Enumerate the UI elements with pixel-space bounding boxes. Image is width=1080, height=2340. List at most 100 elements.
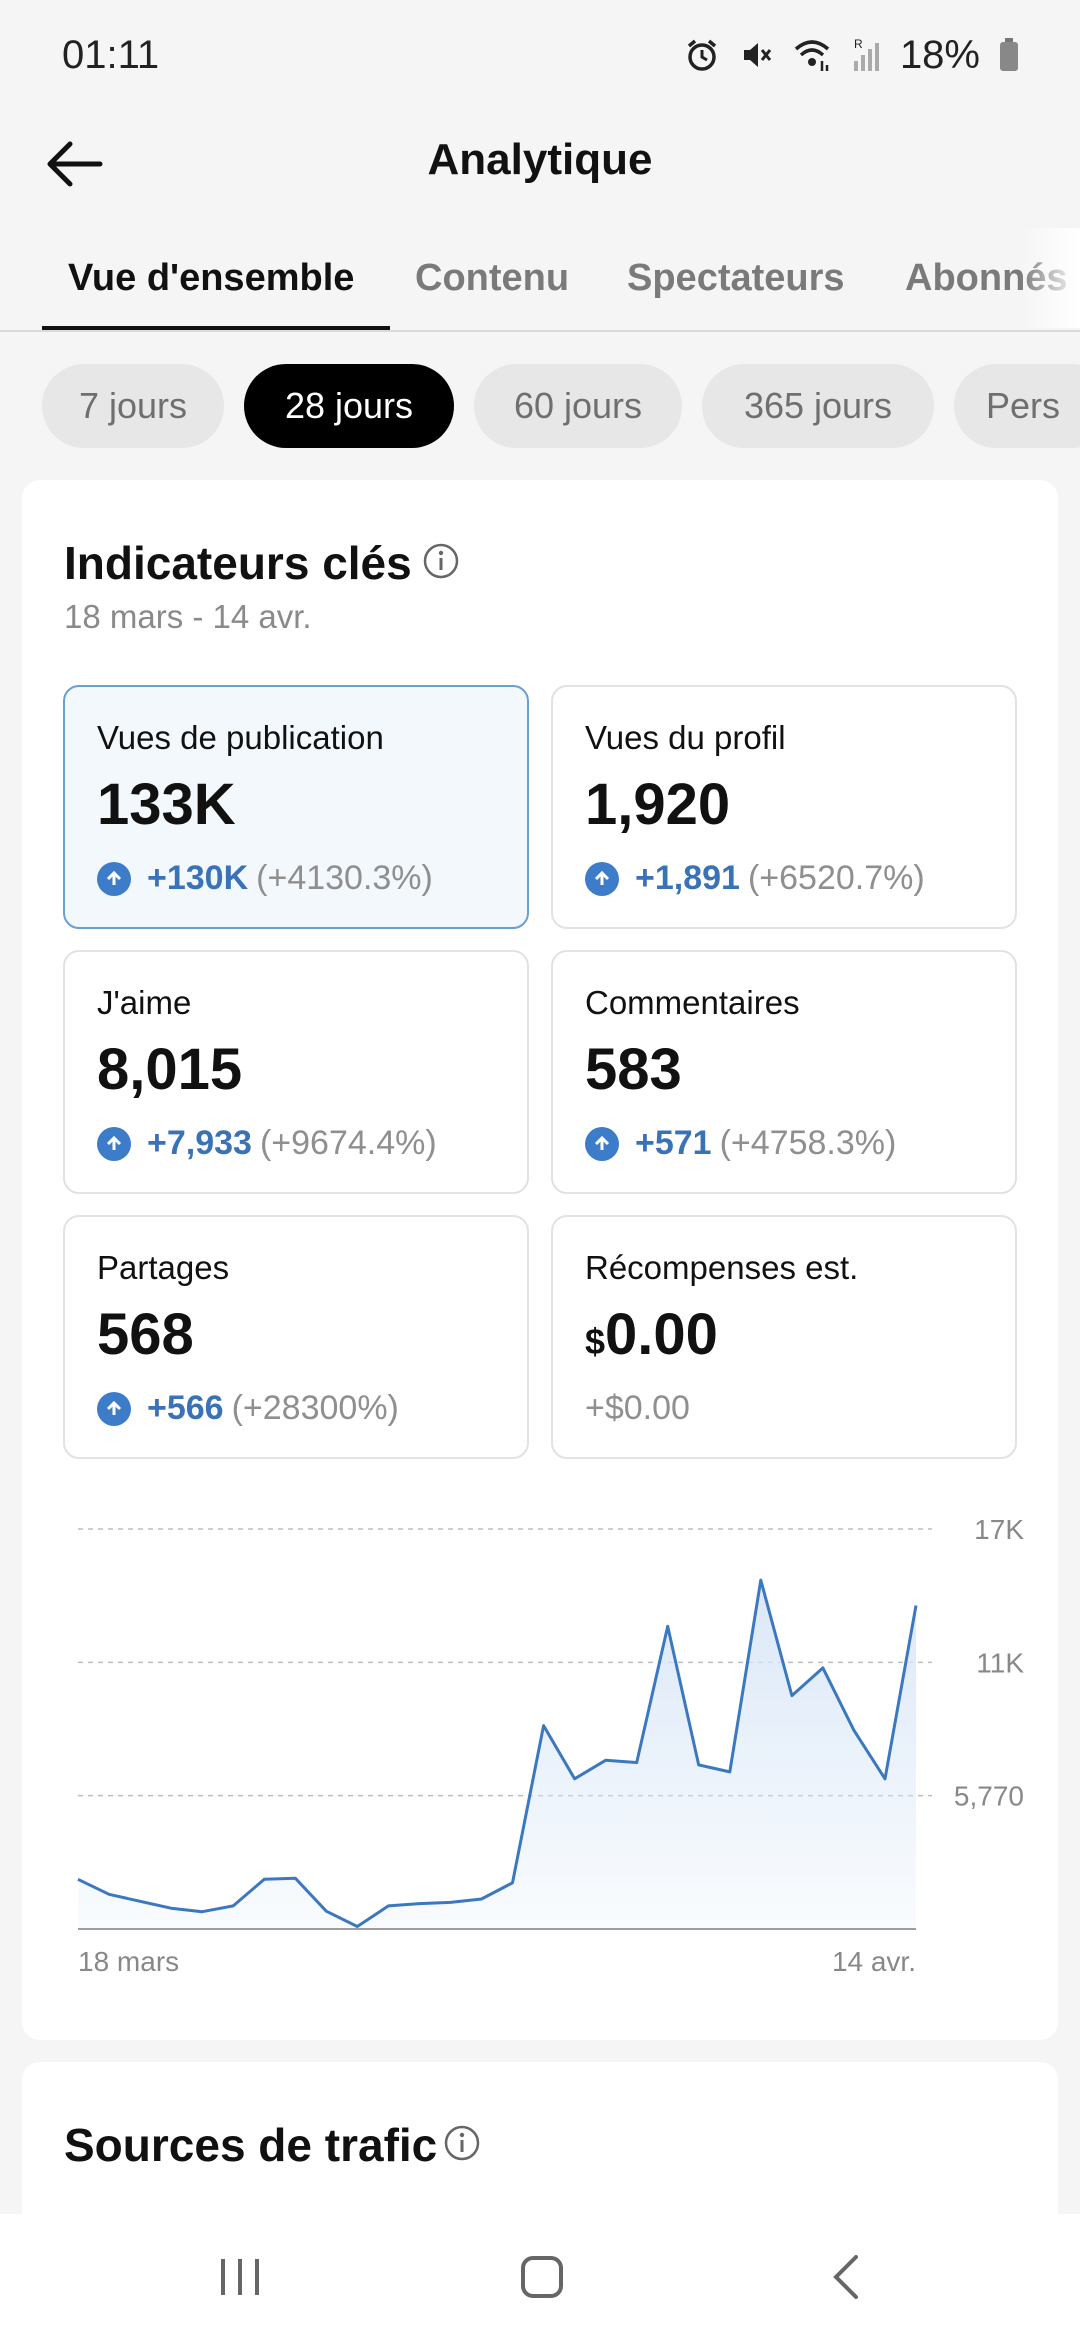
status-time: 01:11 (62, 32, 160, 77)
metric-delta: +7,933 (147, 1124, 252, 1162)
info-icon[interactable] (422, 542, 460, 585)
system-nav-bar (0, 2214, 1080, 2340)
chart-point (914, 1603, 918, 1607)
battery-icon (998, 37, 1020, 73)
recent-apps-button[interactable] (200, 2244, 280, 2310)
recent-apps-icon (221, 2259, 259, 2295)
chart-point (355, 1924, 359, 1928)
range-7-days[interactable]: 7 jours (42, 364, 224, 448)
mute-icon (738, 37, 774, 73)
chart-point (883, 1777, 887, 1781)
chart-point (76, 1877, 80, 1881)
tab-viewers[interactable]: Spectateurs (627, 257, 845, 299)
x-end-label: 14 avr. (832, 1946, 916, 1977)
metric-value: 583 (585, 1037, 682, 1102)
metric-label: Récompenses est. (585, 1249, 859, 1286)
active-tab-indicator (42, 326, 390, 330)
metric-percent: (+4130.3%) (256, 859, 433, 897)
home-button[interactable] (502, 2244, 582, 2310)
metric-post-views[interactable]: Vues de publication 133K +130K (+4130.3%… (63, 685, 529, 929)
back-arrow-icon (47, 141, 103, 187)
range-28-days[interactable]: 28 jours (244, 364, 454, 448)
metric-value-number: 0.00 (605, 1302, 718, 1367)
date-range-selector: 7 jours 28 jours 60 jours 365 jours Pers (0, 364, 1080, 448)
chart-point (231, 1904, 235, 1908)
status-icons: R 18% (684, 33, 1020, 78)
metric-delta: +1,891 (635, 859, 740, 897)
metric-label: Vues de publication (97, 719, 384, 756)
wifi-icon (792, 37, 832, 73)
chart-point (573, 1777, 577, 1781)
y-tick-label: 5,770 (954, 1781, 1024, 1812)
chart-point (604, 1758, 608, 1762)
tab-content[interactable]: Contenu (415, 257, 570, 299)
metric-percent: (+4758.3%) (719, 1124, 897, 1162)
metric-label: Vues du profil (585, 719, 786, 756)
metric-delta: +571 (635, 1124, 712, 1162)
chart-point (821, 1666, 825, 1670)
app-header: Analytique (0, 110, 1080, 210)
chart-point (386, 1904, 390, 1908)
svg-text:R: R (854, 37, 863, 51)
metric-shares[interactable]: Partages 568 +566 (+28300%) (63, 1215, 529, 1459)
y-tick-label: 17K (974, 1514, 1024, 1545)
chart-point (262, 1877, 266, 1881)
arrow-up-icon (585, 1126, 619, 1161)
battery-percent: 18% (899, 32, 980, 77)
arrow-up-icon (97, 1391, 131, 1426)
metric-percent: (+28300%) (231, 1389, 399, 1427)
tab-bar: Vue d'ensemble Contenu Spectateurs Abonn… (0, 228, 1080, 332)
metric-change: +130K (+4130.3%) (97, 859, 433, 898)
back-button[interactable] (42, 132, 106, 196)
post-views-chart[interactable]: 17K 11K 5,770 18 mars 14 avr. (22, 1480, 1058, 2040)
page-title: Analytique (427, 135, 653, 184)
alarm-icon (684, 37, 720, 73)
range-365-days[interactable]: 365 jours (702, 364, 934, 448)
arrow-up-icon (585, 861, 619, 896)
metric-delta: +130K (147, 859, 249, 897)
metric-change: +571 (+4758.3%) (585, 1124, 896, 1163)
chart-point (107, 1892, 111, 1896)
metric-value: 133K (97, 772, 236, 837)
chart-point (479, 1897, 483, 1901)
tabs-fade (1020, 228, 1080, 328)
metric-value: $0.00 (585, 1301, 718, 1368)
chart-point (542, 1724, 546, 1728)
range-custom[interactable]: Pers (954, 364, 1080, 448)
metric-label: J'aime (97, 984, 192, 1021)
metric-value: 8,015 (97, 1037, 243, 1102)
metric-profile-views[interactable]: Vues du profil 1,920 +1,891 (+6520.7%) (551, 685, 1017, 929)
chart-point (759, 1578, 763, 1582)
metric-change: +7,933 (+9674.4%) (97, 1124, 437, 1163)
chart-point (666, 1624, 670, 1628)
metric-value: 1,920 (585, 772, 731, 837)
currency-symbol: $ (585, 1321, 606, 1362)
metric-comments[interactable]: Commentaires 583 +571 (+4758.3%) (551, 950, 1017, 1194)
metric-label: Partages (97, 1249, 230, 1286)
x-start-label: 18 mars (78, 1946, 179, 1977)
info-icon[interactable] (443, 2124, 481, 2167)
tab-overview[interactable]: Vue d'ensemble (68, 257, 355, 299)
back-chevron-icon (833, 2255, 858, 2299)
metric-label: Commentaires (585, 984, 800, 1021)
metric-estimated-rewards[interactable]: Récompenses est. $0.00 +$0.00 (551, 1215, 1017, 1459)
chart-point (790, 1694, 794, 1698)
chart-point (448, 1900, 452, 1904)
metric-delta: +$0.00 (585, 1389, 690, 1427)
back-nav-button[interactable] (806, 2244, 886, 2310)
metric-likes[interactable]: J'aime 8,015 +7,933 (+9674.4%) (63, 950, 529, 1194)
range-60-days[interactable]: 60 jours (474, 364, 682, 448)
metric-change: +566 (+28300%) (97, 1389, 399, 1428)
date-range-text: 18 mars - 14 avr. (64, 598, 312, 635)
metric-delta: +566 (147, 1389, 224, 1427)
chart-line (77, 1578, 918, 1928)
chart-point (511, 1881, 515, 1885)
arrow-up-icon (97, 861, 131, 896)
arrow-up-icon (97, 1126, 131, 1161)
home-icon (521, 2256, 563, 2298)
chart-labels: 17K 11K 5,770 18 mars 14 avr. (78, 1514, 1024, 1977)
metric-change: +$0.00 (585, 1389, 690, 1428)
key-metrics-title: Indicateurs clés (64, 537, 412, 589)
chart-point (293, 1876, 297, 1880)
chart-point (417, 1902, 421, 1906)
